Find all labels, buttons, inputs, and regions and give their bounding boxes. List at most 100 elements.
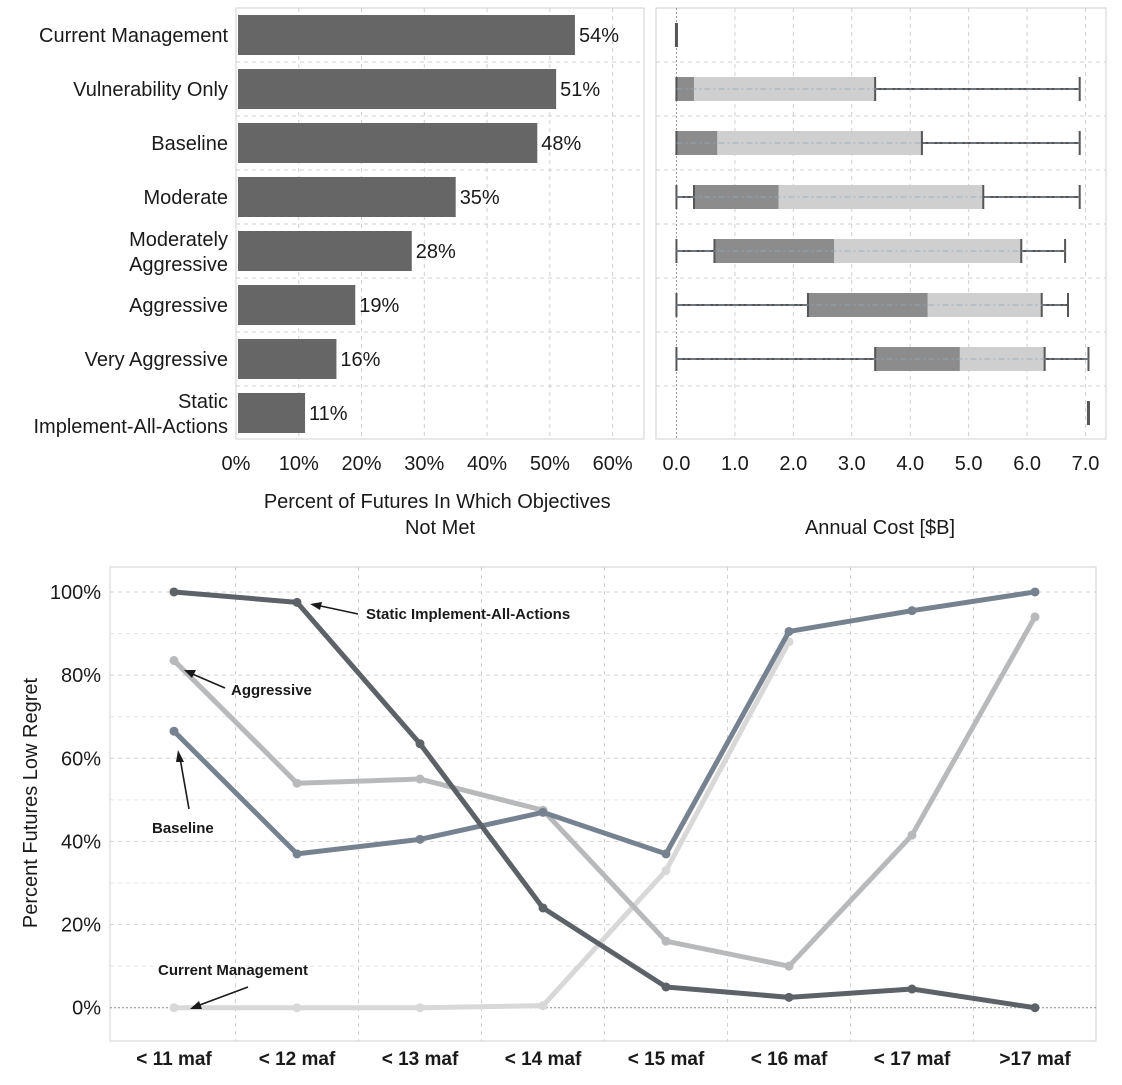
box-plot-x-tick-label: 6.0 [1013, 453, 1041, 475]
bar-chart-x-tick-label: 0% [222, 453, 251, 475]
line-chart-y-tick-label: 60% [61, 748, 101, 770]
annotation-arrow [189, 672, 226, 689]
annotation-baseline: Baseline [152, 750, 214, 837]
bar-data-label: 48% [541, 133, 581, 155]
line-series-static-implement-all-actions [169, 587, 1040, 1013]
annotation-arrow [179, 757, 190, 810]
series-point [784, 961, 794, 971]
bar-chart-x-tick-label: 30% [404, 453, 444, 475]
series-point [415, 1003, 425, 1013]
bar [238, 231, 412, 271]
series-point [169, 587, 179, 597]
line-chart-y-tick-label: 40% [61, 831, 101, 853]
bar-chart-x-tick-label: 10% [279, 453, 319, 475]
series-point [415, 739, 425, 749]
bar-data-label: 11% [309, 403, 348, 425]
series-point [538, 807, 548, 817]
box-plot-x-axis-label: Annual Cost [$B] [805, 517, 955, 539]
annotation-arrowhead [176, 750, 184, 762]
line-chart-x-tick-label: < 16 maf [751, 1049, 828, 1070]
box [675, 239, 1067, 263]
bar-chart-x-tick-label: 40% [467, 453, 507, 475]
series-line [171, 614, 1038, 969]
annotation-static-implement-all-actions: Static Implement-All-Actions [310, 602, 570, 623]
bar-chart: 54% 51% 48% 35% 28% 19% 16% 11% Current Managem… [33, 7, 645, 539]
series-point [169, 656, 179, 666]
series-point [415, 774, 425, 784]
bar [238, 15, 575, 55]
line-chart-x-tick-label: < 17 maf [874, 1049, 951, 1070]
series-point [661, 982, 671, 992]
annotation-arrowhead [184, 670, 196, 678]
bar [238, 177, 456, 217]
series-point [907, 830, 917, 840]
line-chart-x-tick-label: < 12 maf [259, 1049, 336, 1070]
series-point [784, 992, 794, 1002]
category-label-line-2: Implement-All-Actions [33, 416, 228, 438]
series-line [171, 589, 1038, 857]
category-label: Baseline [151, 133, 228, 155]
series-point [292, 597, 302, 607]
bar-data-label: 16% [340, 349, 380, 371]
line-chart-x-tick-label: < 15 maf [628, 1049, 705, 1070]
category-label-line-1: Static [178, 391, 228, 413]
bar [238, 285, 356, 325]
box [675, 185, 1081, 209]
bar [238, 69, 557, 109]
category-label: Aggressive [129, 295, 228, 317]
series-point [661, 866, 671, 876]
line-chart: 0% 20% 40% 60% 80% 100% < 11 maf < 12 maf < 13 … [20, 566, 1097, 1070]
annotation-arrow [196, 986, 249, 1007]
category-label: Current Management [39, 25, 228, 47]
line-chart-y-axis-label: Percent Futures Low Regret [20, 678, 42, 929]
series-point [1030, 1003, 1040, 1013]
line-chart-x-tick-label: < 11 maf [136, 1049, 212, 1070]
line-chart-y-tick-label: 20% [61, 915, 101, 937]
category-label: Very Aggressive [85, 349, 228, 371]
bar [238, 339, 337, 379]
box-plot-x-tick-label: 0.0 [663, 453, 691, 475]
box-plot-x-tick-label: 4.0 [896, 453, 924, 475]
series-point [538, 1001, 548, 1011]
bar-chart-x-axis-label-line-1: Percent of Futures In Which Objectives [264, 491, 611, 513]
annotation-arrowhead [310, 602, 322, 610]
bar-chart-grid [235, 8, 644, 439]
line-chart-series [169, 587, 1040, 1013]
annotation-aggressive: Aggressive [184, 670, 312, 699]
box-lower-half [676, 77, 694, 101]
series-point [661, 849, 671, 859]
box [675, 77, 1081, 101]
bar-data-label: 35% [460, 187, 500, 209]
line-chart-y-tick-label: 80% [61, 665, 101, 687]
series-point [292, 849, 302, 859]
series-point [538, 903, 548, 913]
series-line [171, 589, 1038, 1011]
series-point [169, 726, 179, 736]
bar-chart-category-labels: Current Management Vulnerability Only Base… [33, 25, 228, 438]
box [675, 347, 1090, 371]
line-chart-frame [109, 566, 1097, 1042]
annotation-arrow [315, 604, 359, 615]
box [675, 293, 1070, 317]
bar-chart-x-axis-label-line-2: Not Met [405, 517, 475, 539]
bar-chart-x-ticks: 0% 10% 20% 30% 40% 50% 60% [222, 453, 633, 475]
box-plot-x-tick-label: 1.0 [721, 453, 749, 475]
bar-chart-x-axis-label: Percent of Futures In Which Objectives N… [264, 491, 616, 539]
line-series-current-management [169, 637, 794, 1013]
series-point [292, 1003, 302, 1013]
bar [238, 393, 306, 433]
line-chart-y-tick-label: 100% [50, 582, 101, 604]
bar-chart-bars: 54% 51% 48% 35% 28% 19% 16% 11% [238, 15, 619, 433]
box-plot: 0.0 1.0 2.0 3.0 4.0 5.0 6.0 7.0 Annual Cost [$B… [655, 7, 1107, 539]
series-point [169, 1003, 179, 1013]
series-point [907, 984, 917, 994]
annotation-arrowhead [190, 1001, 202, 1009]
line-chart-y-tick-label: 0% [72, 998, 101, 1020]
category-label: Vulnerability Only [73, 79, 228, 101]
category-label-line-2: Aggressive [129, 254, 228, 276]
box-plot-x-ticks: 0.0 1.0 2.0 3.0 4.0 5.0 6.0 7.0 [663, 453, 1100, 475]
series-point [292, 778, 302, 788]
annotation-label: Static Implement-All-Actions [366, 606, 570, 623]
box-plot-x-tick-label: 2.0 [779, 453, 807, 475]
